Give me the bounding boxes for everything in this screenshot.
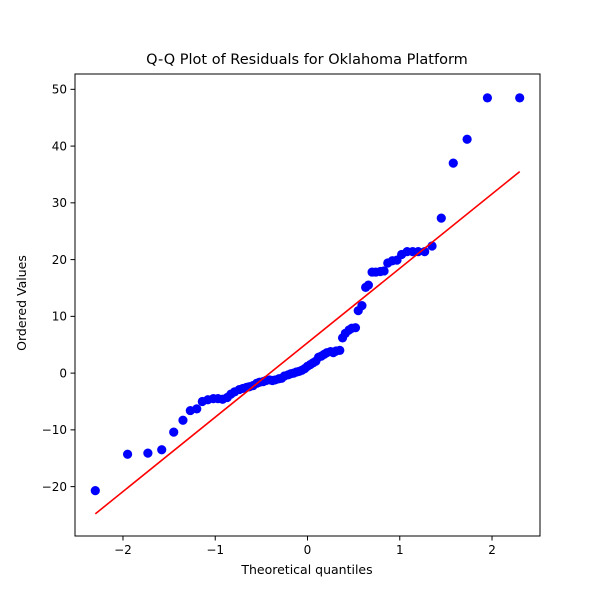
x-tick-label: 2 — [488, 543, 496, 557]
chart-title: Q-Q Plot of Residuals for Oklahoma Platf… — [146, 52, 468, 68]
x-tick-label: 0 — [304, 543, 312, 557]
y-tick-label: 50 — [52, 83, 67, 97]
x-tick-label: −2 — [114, 543, 132, 557]
data-point — [413, 247, 423, 257]
data-point — [335, 345, 345, 356]
data-point — [357, 300, 367, 311]
data-point — [379, 266, 389, 276]
y-tick-label: −20 — [42, 480, 67, 494]
data-point — [90, 485, 100, 496]
data-point — [482, 93, 493, 103]
data-point — [363, 280, 373, 290]
data-point — [515, 93, 525, 103]
data-point — [157, 445, 167, 455]
x-tick-label: 1 — [396, 543, 404, 557]
data-point — [178, 415, 188, 425]
data-point — [122, 449, 133, 459]
data-point — [462, 134, 472, 144]
plot-marks — [90, 93, 525, 515]
data-point — [192, 404, 202, 414]
data-point — [350, 323, 361, 333]
y-axis-label: Ordered Values — [14, 255, 29, 351]
data-point — [436, 213, 446, 223]
y-tick-label: 0 — [59, 366, 67, 380]
x-axis-label: Theoretical quantiles — [240, 562, 372, 577]
x-tick-label: −1 — [206, 543, 224, 557]
data-point — [448, 158, 458, 168]
y-tick-label: 20 — [52, 253, 67, 267]
y-tick-label: 40 — [52, 139, 67, 153]
y-tick-label: 30 — [52, 196, 67, 210]
y-tick-label: −10 — [42, 423, 67, 437]
y-tick-label: 10 — [52, 310, 67, 324]
data-point — [169, 427, 179, 437]
fit-line — [94, 170, 521, 515]
data-point — [143, 448, 153, 458]
